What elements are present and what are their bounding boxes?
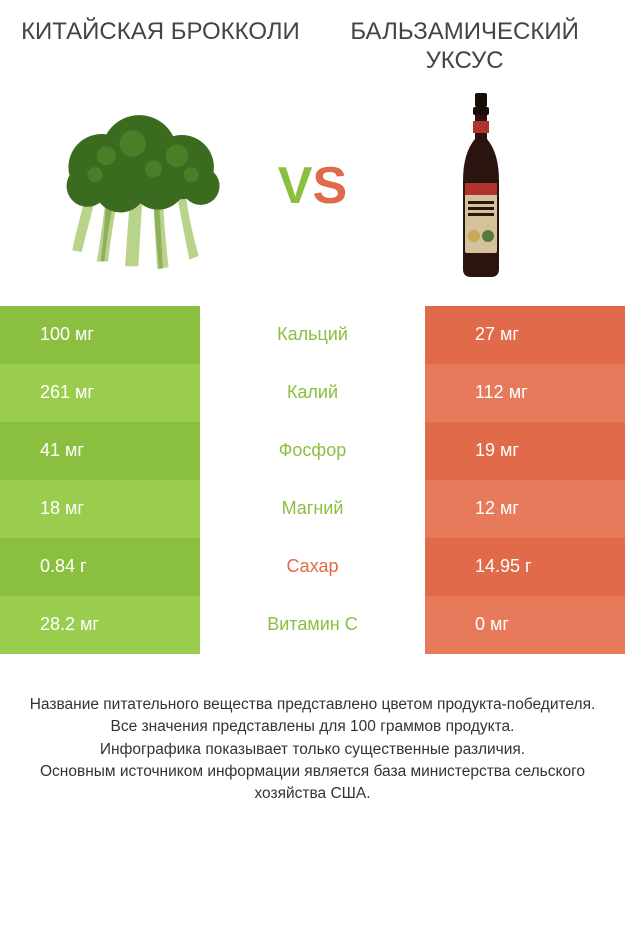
title-left: КИТАЙСКАЯ БРОККОЛИ [20, 18, 301, 76]
footer-line: Инфографика показывает только существенн… [18, 739, 607, 761]
header: КИТАЙСКАЯ БРОККОЛИ БАЛЬЗАМИЧЕСКИЙ УКСУС [0, 0, 625, 76]
value-left: 28.2 мг [0, 596, 200, 654]
value-right: 14.95 г [425, 538, 625, 596]
value-right: 12 мг [425, 480, 625, 538]
vinegar-image [386, 91, 576, 281]
table-row: 261 мгКалий112 мг [0, 364, 625, 422]
table-row: 18 мгМагний12 мг [0, 480, 625, 538]
value-left: 0.84 г [0, 538, 200, 596]
table-row: 100 мгКальций27 мг [0, 306, 625, 364]
nutrient-label: Фосфор [200, 422, 425, 480]
value-right: 0 мг [425, 596, 625, 654]
vs-v: V [278, 156, 313, 216]
comparison-table: 100 мгКальций27 мг261 мгКалий112 мг41 мг… [0, 306, 625, 654]
vs-label: VS [278, 156, 347, 216]
broccoli-image [49, 91, 239, 281]
value-left: 41 мг [0, 422, 200, 480]
nutrient-label: Витамин C [200, 596, 425, 654]
table-row: 41 мгФосфор19 мг [0, 422, 625, 480]
footer-line: Все значения представлены для 100 граммо… [18, 716, 607, 738]
footer-notes: Название питательного вещества представл… [0, 654, 625, 806]
broccoli-icon [49, 101, 239, 271]
bottle-icon [451, 91, 511, 281]
table-row: 28.2 мгВитамин C0 мг [0, 596, 625, 654]
vs-s: S [312, 156, 347, 216]
value-left: 18 мг [0, 480, 200, 538]
value-left: 100 мг [0, 306, 200, 364]
nutrient-label: Магний [200, 480, 425, 538]
title-right: БАЛЬЗАМИЧЕСКИЙ УКСУС [324, 18, 605, 76]
images-row: VS [0, 76, 625, 306]
footer-line: Основным источником информации является … [18, 761, 607, 806]
footer-line: Название питательного вещества представл… [18, 694, 607, 716]
value-right: 27 мг [425, 306, 625, 364]
table-row: 0.84 гСахар14.95 г [0, 538, 625, 596]
value-right: 112 мг [425, 364, 625, 422]
nutrient-label: Калий [200, 364, 425, 422]
value-right: 19 мг [425, 422, 625, 480]
nutrient-label: Кальций [200, 306, 425, 364]
nutrient-label: Сахар [200, 538, 425, 596]
value-left: 261 мг [0, 364, 200, 422]
